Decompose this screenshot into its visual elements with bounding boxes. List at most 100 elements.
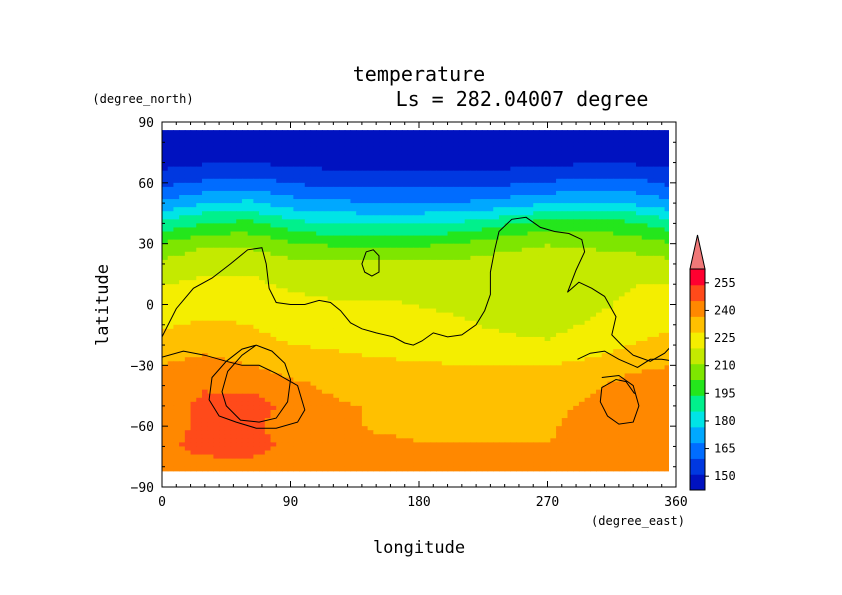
heat-cell [253,146,260,151]
heat-cell [476,259,483,265]
heat-cell [356,227,363,233]
heat-cell [596,138,603,143]
heat-cell [259,341,266,346]
heat-cell [350,203,357,208]
heat-cell [630,215,637,220]
heat-cell [578,203,586,208]
heat-cell [270,332,277,338]
heat-cell [236,186,243,192]
heat-cell [510,223,517,229]
heat-cell [390,195,397,200]
heat-cell [304,162,312,168]
heat-cell [584,162,591,168]
heat-cell [361,223,369,229]
heat-cell [510,304,517,310]
heat-cell [236,324,243,330]
heat-cell [419,243,426,249]
heat-cell [299,138,306,143]
heat-cell [504,170,511,176]
heat-cell [636,158,643,164]
heat-cell [230,255,237,261]
heat-cell [379,227,386,233]
heat-cell [356,130,363,135]
heat-cell [373,316,380,322]
heat-cell [264,207,272,212]
heat-cell [538,219,546,224]
heat-cell [310,142,317,147]
heat-cell [384,280,392,285]
heat-cell [179,223,186,229]
heat-cell [441,341,449,346]
heat-cell [230,231,237,237]
heat-cell [544,276,551,281]
heat-cell [430,300,437,306]
heat-cell [356,182,363,188]
heat-cell [613,349,620,354]
heat-cell [213,130,220,135]
heat-cell [201,304,209,310]
heat-cell [607,211,614,216]
heat-cell [196,190,203,196]
heat-cell [247,219,254,224]
heat-cell [219,207,226,212]
heat-cell [401,134,409,139]
heat-cell [436,239,443,245]
heat-cell [573,292,580,297]
heat-cell [521,227,529,233]
heat-cell [287,166,294,172]
heat-cell [162,199,169,204]
heat-cell [299,158,306,164]
heat-cell [436,320,443,326]
heat-cell [578,308,586,314]
heat-cell [173,324,180,330]
heat-cell [162,186,169,192]
heat-cell [624,304,631,310]
heat-cell [653,300,660,306]
heat-cell [253,215,260,220]
heat-cell [550,332,557,338]
heat-cell [436,170,443,176]
heat-cell [201,162,209,168]
heat-cell [264,199,272,204]
heat-cell [419,235,426,241]
heat-cell [550,158,557,164]
heat-cell [390,154,397,160]
heat-cell [481,146,489,151]
heat-cell [173,199,180,204]
heat-cell [379,211,386,216]
heat-cell [299,345,306,350]
heat-cell [310,219,317,224]
heat-cell [550,142,557,147]
heat-cell [321,353,329,358]
heat-cell [407,308,414,314]
heat-cell [162,211,169,216]
heat-cell [361,243,369,249]
heat-cell [333,223,340,229]
heat-cell [173,239,180,245]
heat-cell [413,207,420,212]
heat-cell [516,247,523,253]
heat-cell [470,328,477,334]
heat-cell [339,158,346,164]
heat-cell [550,255,557,261]
heat-cell [658,247,666,253]
heat-cell [464,170,471,176]
heat-cell [476,312,483,318]
heat-cell [470,162,477,168]
heat-cell [419,203,426,208]
heat-cell [310,134,317,139]
heat-cell [413,162,420,168]
heat-cell [236,130,243,135]
heat-cell [390,243,397,249]
heat-cell [333,207,340,212]
heat-cell [578,199,586,204]
heat-cell [441,142,449,147]
heat-cell [236,142,243,147]
heat-cell [213,227,220,233]
heat-cell [453,288,460,293]
heat-cell [339,203,346,208]
heat-cell [510,158,517,164]
heat-cell [430,255,437,261]
heat-cell [299,211,306,216]
heat-cell [259,316,266,322]
